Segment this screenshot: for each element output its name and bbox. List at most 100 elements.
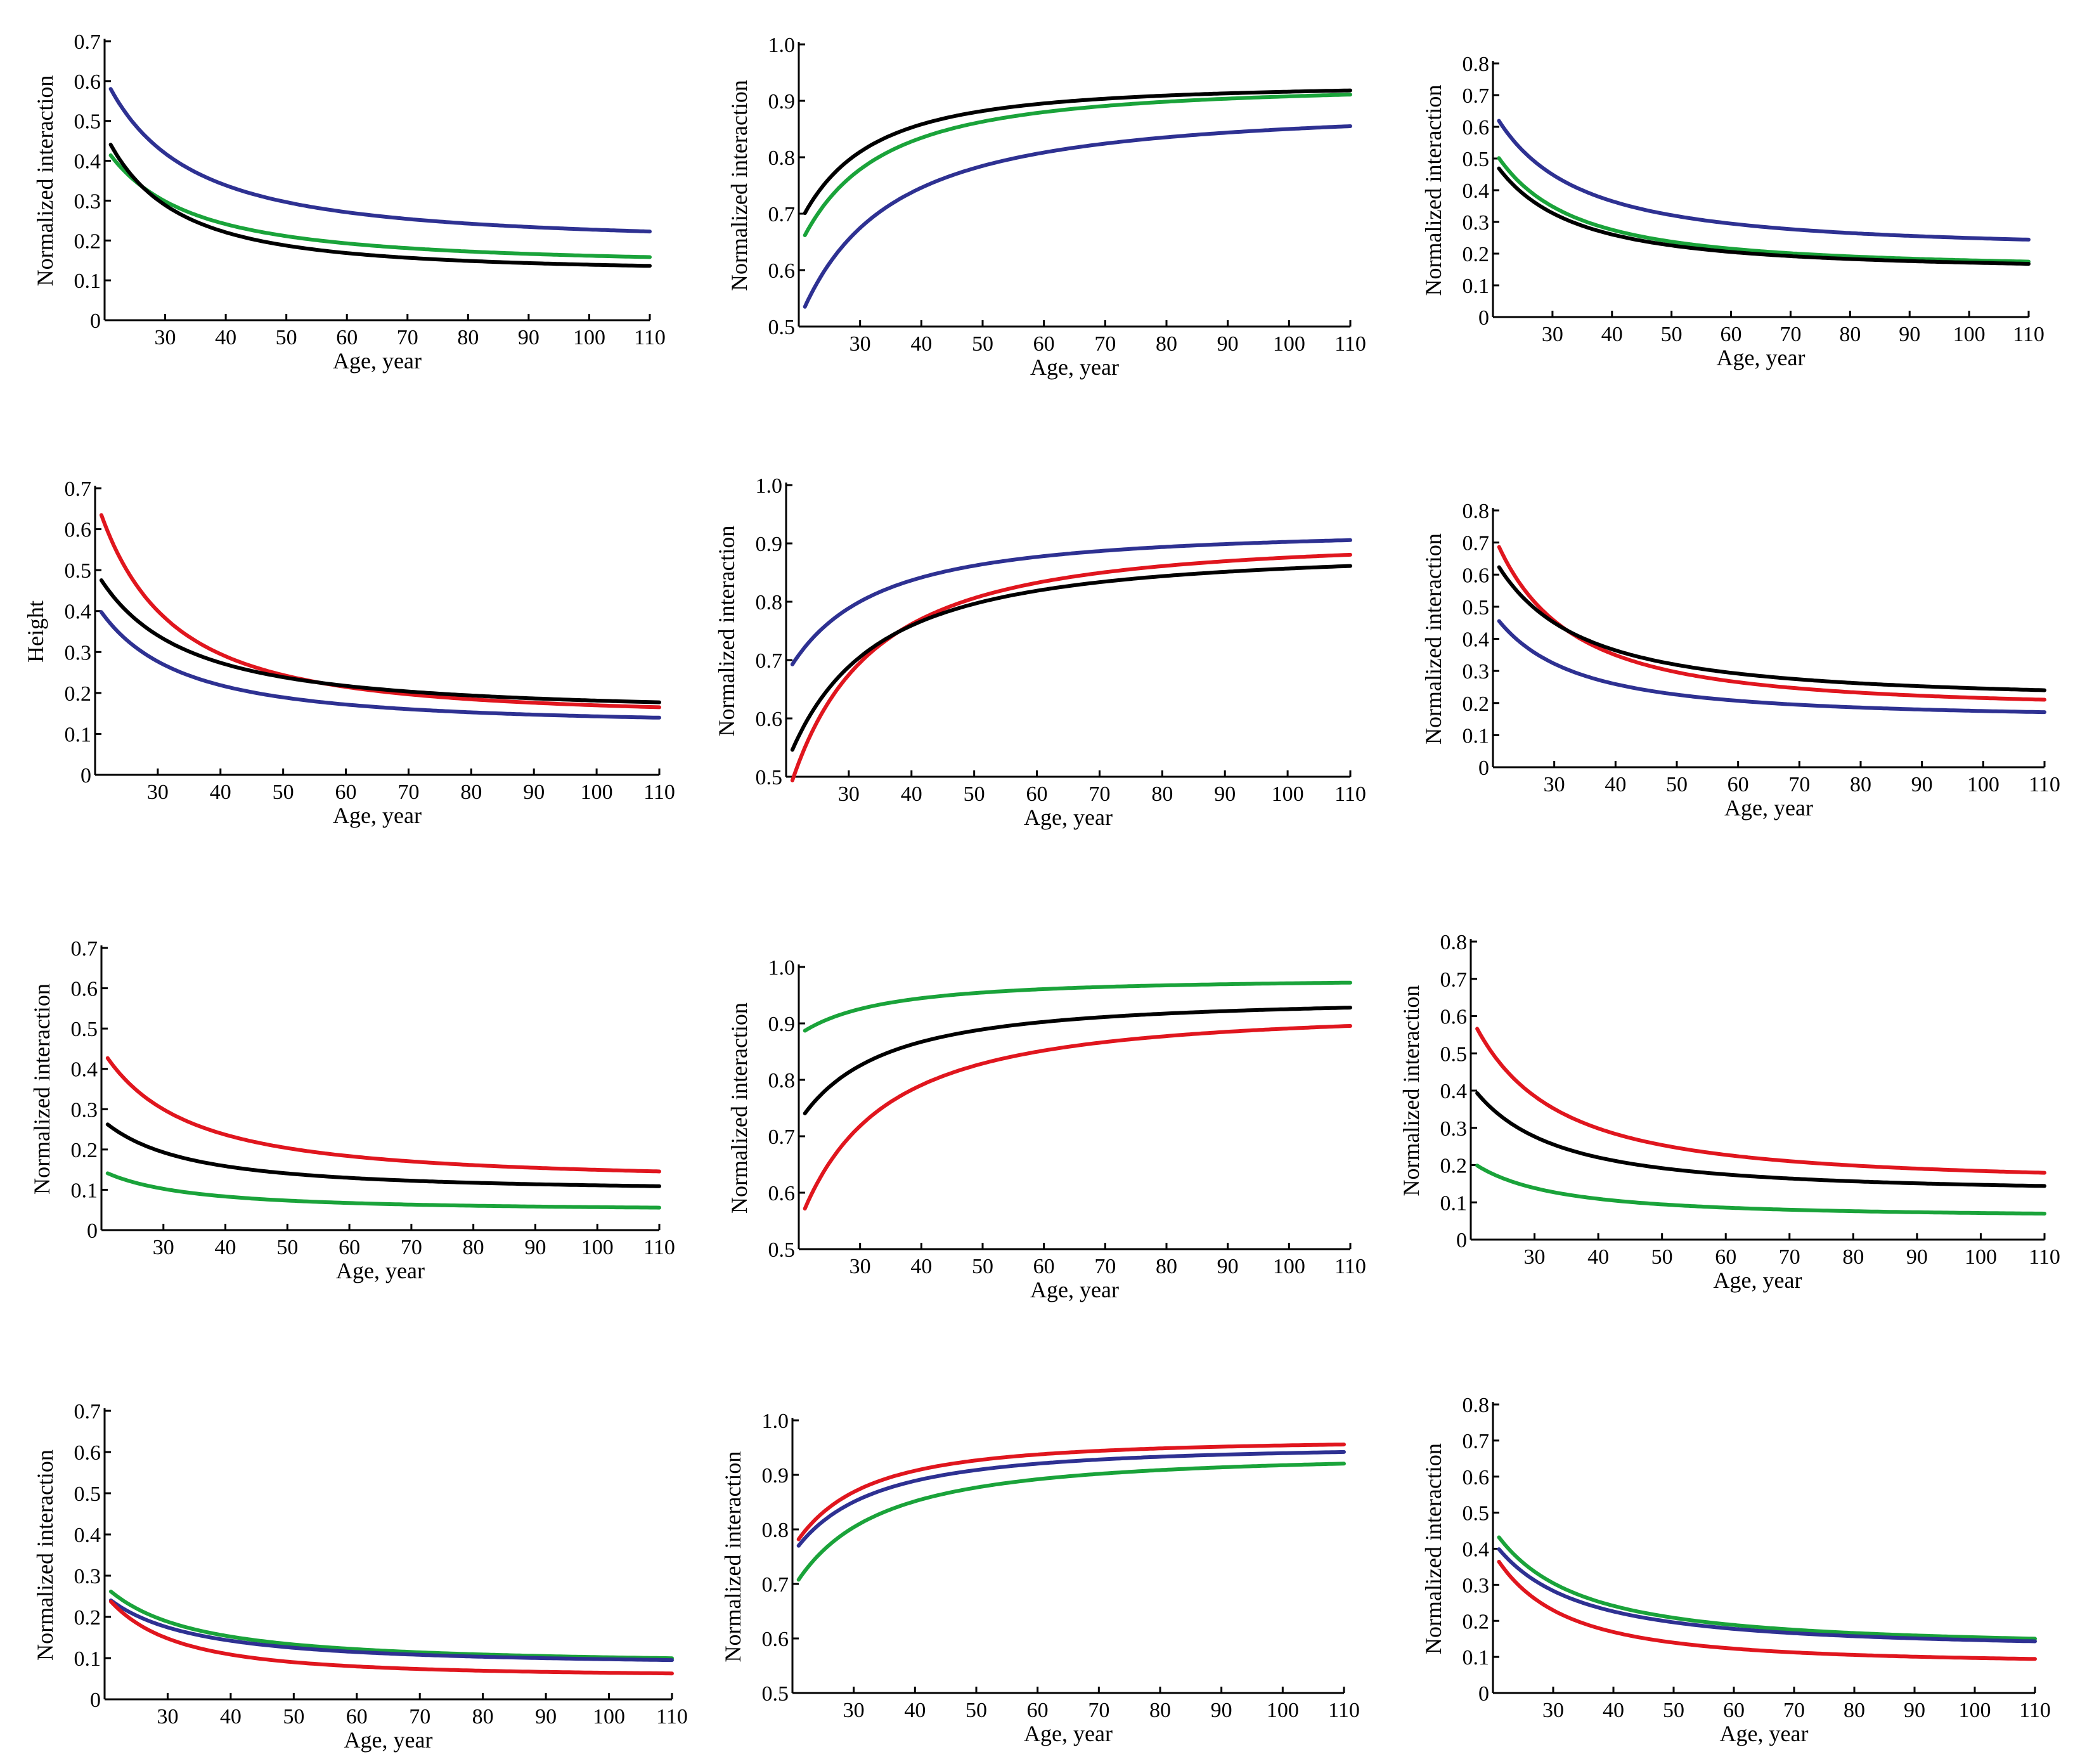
- y-tick-label: 0.1: [71, 1179, 98, 1202]
- x-tick-label: 60: [339, 1236, 360, 1259]
- series-line-black: [1475, 1091, 2046, 1188]
- y-tick-label: 0.8: [1463, 53, 1490, 76]
- series-line-green: [803, 93, 1352, 237]
- y-tick-label: 0.5: [762, 1682, 789, 1706]
- y-tick-label: 0.6: [768, 259, 796, 283]
- series-line-red: [108, 1599, 674, 1676]
- series-line-green: [105, 1171, 661, 1210]
- y-tick-label: 0.3: [1463, 1574, 1490, 1597]
- x-tick-label: 50: [1651, 1245, 1673, 1269]
- series-line-green: [1475, 1164, 2046, 1216]
- x-tick-label: 40: [1601, 323, 1623, 346]
- y-tick-label: 0.6: [71, 978, 98, 1001]
- x-tick-label: 70: [1779, 1245, 1800, 1269]
- x-tick-label: 60: [336, 326, 358, 349]
- x-tick-label: 40: [910, 332, 932, 356]
- y-tick-label: 0: [87, 1219, 98, 1243]
- y-tick-label: 1.0: [768, 34, 796, 57]
- x-tick-label: 30: [1544, 773, 1565, 796]
- series-line-black: [105, 1122, 661, 1188]
- x-axis-title: Age, year: [344, 1727, 433, 1753]
- x-tick-label: 60: [1033, 1255, 1055, 1278]
- x-tick-label: 110: [1328, 1699, 1360, 1722]
- y-tick-label: 0.6: [756, 708, 783, 731]
- y-tick-label: 0.4: [1440, 1080, 1468, 1103]
- chart-panel-2: 30 40 50 60 70 80 90 100 110 0.5 0.6 0.7 0.8 0.9 1.0 Ag…: [727, 34, 1366, 380]
- y-tick-label: 0.5: [65, 559, 92, 583]
- y-tick-label: 0.6: [1463, 1466, 1490, 1489]
- y-tick-label: 0.1: [1463, 724, 1490, 748]
- x-axis-title: Age, year: [1030, 1277, 1119, 1302]
- chart-panel-12: 30 40 50 60 70 80 90 100 110 0 0.1 0.2 0.3 0.4 0.5 0.6 0…: [1421, 1394, 2051, 1746]
- y-tick-label: 0.3: [74, 1565, 101, 1588]
- y-axis-title: Normalized interaction: [714, 526, 739, 737]
- x-tick-label: 70: [1788, 773, 1810, 796]
- y-tick-label: 0.7: [74, 1400, 101, 1424]
- x-axis-title: Age, year: [1030, 354, 1119, 380]
- x-tick-label: 100: [1959, 1699, 1991, 1722]
- x-tick-label: 60: [1721, 323, 1742, 346]
- y-tick-label: 0.8: [756, 591, 783, 614]
- y-tick-label: 0.4: [65, 600, 92, 624]
- y-axis-title: Normalized interaction: [1421, 85, 1446, 296]
- x-tick-label: 50: [283, 1705, 304, 1728]
- y-tick-label: 0.7: [74, 30, 101, 54]
- x-tick-label: 50: [1661, 323, 1683, 346]
- x-tick-label: 100: [1967, 773, 1999, 796]
- x-tick-label: 100: [1273, 1255, 1305, 1278]
- x-axis-title: Age, year: [1024, 805, 1113, 830]
- y-tick-label: 0.5: [71, 1018, 98, 1041]
- x-tick-label: 80: [472, 1705, 494, 1728]
- y-tick-label: 0.2: [1463, 243, 1490, 266]
- series-line-blue: [1497, 119, 2031, 242]
- x-tick-label: 110: [1334, 1255, 1366, 1278]
- x-tick-label: 30: [849, 332, 871, 356]
- x-tick-label: 80: [463, 1236, 484, 1259]
- series-line-red: [1497, 545, 2046, 702]
- y-tick-label: 0.1: [1463, 275, 1490, 298]
- y-tick-label: 0.2: [65, 682, 92, 706]
- y-tick-label: 0.8: [768, 1069, 796, 1093]
- x-tick-label: 100: [593, 1705, 625, 1728]
- y-tick-label: 0.4: [74, 1524, 101, 1547]
- y-tick-label: 0.6: [1440, 1006, 1468, 1029]
- x-tick-label: 60: [1715, 1245, 1736, 1269]
- y-tick-label: 0.2: [1463, 692, 1490, 716]
- x-tick-label: 50: [1666, 773, 1688, 796]
- x-tick-label: 30: [157, 1705, 178, 1728]
- x-tick-label: 30: [843, 1699, 865, 1722]
- x-tick-label: 40: [210, 781, 231, 804]
- y-tick-label: 0.3: [74, 190, 101, 213]
- x-tick-label: 30: [155, 326, 176, 349]
- y-tick-label: 0: [90, 1689, 101, 1712]
- series-line-red: [1475, 1027, 2046, 1175]
- x-tick-label: 110: [1334, 782, 1366, 806]
- x-tick-label: 40: [904, 1699, 926, 1722]
- y-tick-label: 1.0: [756, 474, 783, 498]
- x-tick-label: 90: [523, 781, 545, 804]
- y-tick-label: 0.6: [74, 70, 101, 94]
- x-tick-label: 60: [335, 781, 357, 804]
- x-tick-label: 30: [1542, 1699, 1564, 1722]
- series-line-red: [790, 552, 1352, 782]
- y-axis-title: Normalized interaction: [29, 983, 55, 1195]
- x-tick-label: 90: [1217, 1255, 1239, 1278]
- y-tick-label: 0.5: [768, 316, 796, 339]
- x-tick-label: 40: [901, 782, 922, 806]
- x-tick-label: 70: [1783, 1699, 1805, 1722]
- y-tick-label: 0.3: [1463, 660, 1490, 684]
- y-axis-title: Normalized interaction: [1399, 985, 1424, 1197]
- x-tick-label: 110: [2019, 1699, 2051, 1722]
- y-axis-title: Normalized interaction: [32, 75, 58, 287]
- x-tick-label: 80: [1156, 332, 1177, 356]
- y-axis-title: Normalized interaction: [1421, 1443, 1446, 1654]
- y-tick-label: 0.6: [1463, 564, 1490, 587]
- y-axis-title: Height: [23, 600, 48, 663]
- x-tick-label: 70: [1094, 332, 1116, 356]
- y-tick-label: 0.5: [74, 1482, 101, 1506]
- y-tick-label: 0.1: [74, 1647, 101, 1671]
- y-tick-label: 0.5: [1440, 1042, 1468, 1066]
- x-tick-label: 110: [643, 781, 675, 804]
- x-tick-label: 70: [397, 781, 419, 804]
